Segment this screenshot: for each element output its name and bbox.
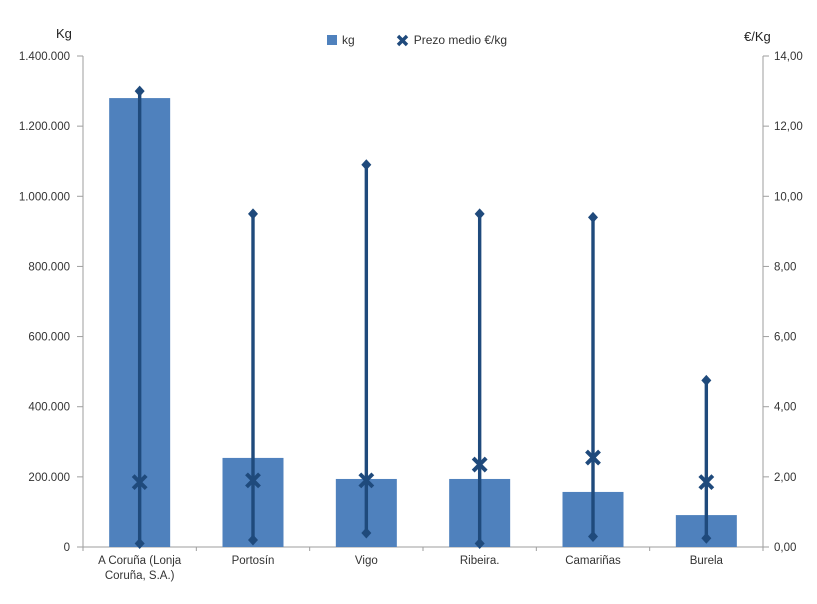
mean-marker-0 [131,474,148,491]
right-axis-tick-label: 12,00 [774,121,803,133]
low-marker-5 [701,532,712,544]
legend-item-kg: kg [327,33,355,47]
left-axis-title: Kg [56,26,72,41]
left-axis-tick-label: 400.000 [28,402,70,414]
kg-series-swatch-icon [327,35,337,45]
high-marker-0 [134,85,145,97]
low-marker-2 [361,527,372,539]
x-marker-glyph [396,34,408,46]
low-marker-4 [588,530,598,542]
legend-kg-label: kg [342,33,355,47]
category-label-3: Ribeira. [459,555,500,567]
low-marker-1 [248,534,258,546]
category-label-5: Burela [689,555,723,567]
high-marker-2 [361,159,372,171]
low-marker-0 [134,537,145,549]
right-axis-tick-label: 0,00 [774,542,796,554]
high-marker-5 [701,374,712,386]
chart-legend: kg Prezo medio €/kg [327,33,507,47]
right-axis-tick-label: 2,00 [774,472,796,484]
left-axis-tick-label: 1.000.000 [19,191,70,203]
mean-marker-3 [471,456,488,473]
left-axis-tick-label: 0 [64,542,70,554]
legend-item-price: Prezo medio €/kg [396,33,507,47]
right-axis-tick-label: 6,00 [774,332,796,344]
right-axis-title: €/Kg [744,29,771,44]
mean-marker-4 [585,449,601,466]
mean-marker-1 [245,472,261,489]
left-axis-tick-label: 1.400.000 [19,51,70,63]
mean-marker-2 [358,472,375,489]
right-axis-tick-label: 10,00 [774,191,803,203]
legend-price-label: Prezo medio €/kg [413,33,508,47]
category-label-0: A Coruña (Lonja Coruña, S.A.) [98,555,182,582]
left-axis-tick-label: 1.200.000 [19,121,70,133]
category-label-1: Portosín [231,555,275,567]
low-marker-3 [474,537,485,549]
high-marker-3 [474,208,485,220]
right-axis-tick-label: 14,00 [774,51,803,63]
mean-marker-5 [698,474,715,491]
left-axis-tick-label: 600.000 [28,332,70,344]
x-marker-icon [396,34,408,46]
category-label-2: Vigo [354,555,378,567]
right-axis-tick-label: 4,00 [774,402,796,414]
high-marker-4 [588,211,598,223]
left-axis-tick-label: 800.000 [28,261,70,273]
category-label-4: Camariñas [565,555,621,567]
left-axis-tick-label: 200.000 [28,472,70,484]
high-marker-1 [248,208,258,220]
right-axis-tick-label: 8,00 [774,261,796,273]
